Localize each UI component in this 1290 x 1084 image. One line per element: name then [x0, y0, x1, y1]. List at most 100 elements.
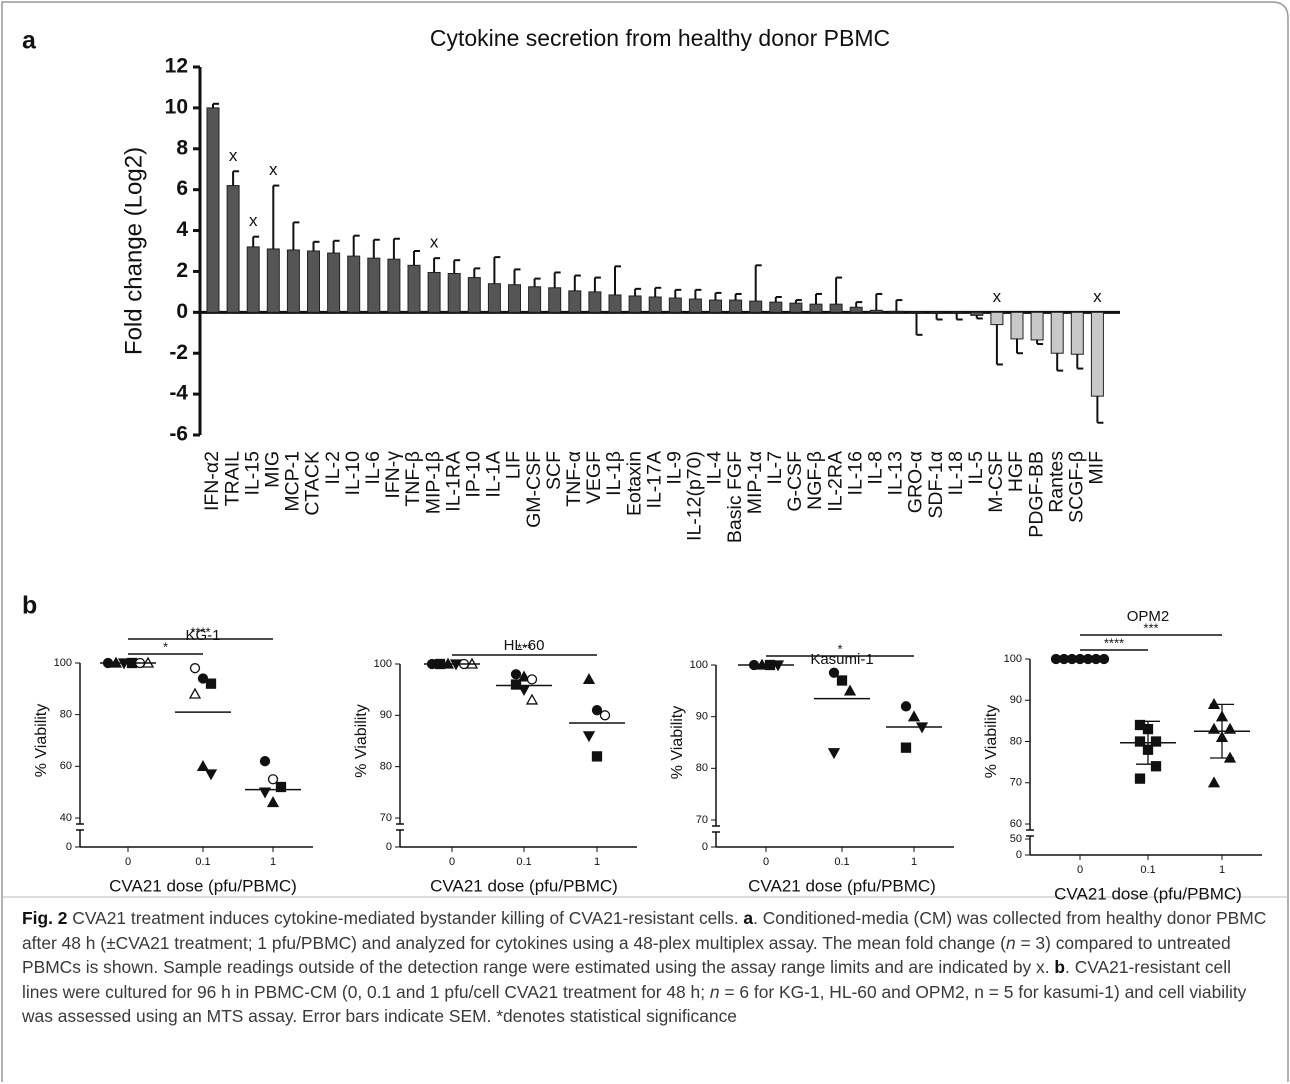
data-point: [204, 769, 218, 781]
significance-label: *: [163, 639, 168, 654]
x-tick-label: PDGF-BB: [1025, 451, 1047, 538]
x-tick-label: 1: [1219, 864, 1225, 876]
data-point: [196, 759, 210, 771]
x-tick-label: TNF-α: [563, 451, 585, 507]
x-tick-label: IL-16: [844, 451, 866, 495]
data-point: [266, 796, 280, 808]
y-tick-label: 80: [696, 762, 708, 774]
y-axis-label: % Viability: [353, 704, 370, 778]
data-point: [275, 781, 287, 793]
x-tick-label: HGF: [1005, 451, 1027, 492]
caption-text: = 3) compared to untreated PBMCs is show…: [22, 932, 1231, 978]
bar: [1050, 311, 1064, 354]
x-tick-label: 0: [125, 856, 131, 868]
x-tick-label: IL-4: [704, 451, 726, 485]
bar: [910, 311, 923, 314]
x-tick-label: SDF-1α: [925, 451, 947, 519]
y-tick-label: 8: [176, 136, 188, 159]
bar: [286, 249, 300, 313]
data-point: [525, 693, 539, 705]
x-tick-label: SCGF-β: [1065, 451, 1087, 523]
y-tick-label: 0: [66, 841, 72, 853]
bar: [307, 250, 320, 313]
bar: [508, 284, 521, 313]
x-tick-label: IFN-α2: [201, 451, 223, 511]
y-tick-label: 100: [374, 658, 392, 670]
x-tick-label: IL-1RA: [442, 451, 464, 512]
x-tick-label: 0: [449, 856, 455, 868]
bar: [990, 311, 1004, 326]
x-tick-label: SCF: [543, 451, 565, 490]
y-tick-label: 70: [696, 814, 708, 826]
chart-title: Cytokine secretion from healthy donor PB…: [430, 25, 890, 51]
x-axis-label: CVA21 dose (pfu/PBMC): [430, 876, 618, 895]
bar: [1090, 311, 1104, 397]
x-tick-label: GRO-α: [905, 451, 927, 513]
data-point: [517, 685, 531, 697]
data-point: [258, 787, 272, 799]
y-tick-label: 100: [54, 657, 72, 669]
x-tick-label: IL-1β: [603, 451, 625, 496]
x-tick-label: Eotaxin: [623, 451, 645, 516]
x-tick-label: Rantes: [1045, 451, 1067, 513]
x-tick-label: MIG: [261, 451, 283, 488]
x-tick-label: IL-7: [764, 451, 786, 485]
bar: [1030, 311, 1044, 341]
significance-label: ***: [517, 640, 532, 655]
y-tick-label: 80: [1010, 735, 1022, 747]
bar: [467, 277, 481, 313]
x-tick-label: IL-8: [864, 451, 886, 485]
x-tick-label: G-CSF: [784, 451, 806, 512]
x-tick-label: 0.1: [834, 856, 849, 868]
y-tick-label: -4: [169, 382, 188, 405]
bar: [789, 302, 803, 313]
y-tick-label: 0: [176, 300, 188, 323]
y-tick-label: -6: [169, 423, 188, 446]
significance-label: *: [837, 641, 842, 656]
bar: [930, 311, 944, 314]
bar: [1010, 311, 1024, 340]
panel-label: b: [22, 592, 37, 620]
x-tick-label: IL-2RA: [824, 451, 846, 512]
panel-label: a: [22, 27, 37, 55]
y-tick-label: 80: [60, 709, 72, 721]
y-tick-label: 50: [1010, 833, 1022, 845]
y-tick-label: 70: [1010, 777, 1022, 789]
x-tick-label: IL-1A: [483, 451, 505, 498]
data-point: [517, 670, 531, 682]
out-of-range-marker: x: [229, 146, 238, 165]
x-tick-label: 1: [911, 856, 917, 868]
y-tick-label: 90: [1010, 694, 1022, 706]
bar: [628, 295, 642, 313]
y-tick-label: 60: [60, 760, 72, 772]
data-point: [599, 710, 611, 721]
bar: [809, 303, 823, 313]
x-tick-label: GM-CSF: [523, 451, 545, 528]
data-point: [1134, 773, 1146, 784]
x-tick-label: LIF: [503, 451, 525, 479]
bar: [367, 257, 381, 313]
bar: [950, 311, 964, 314]
y-tick-label: 90: [696, 711, 708, 723]
x-tick-label: TNF-β: [402, 451, 424, 507]
data-point: [510, 679, 522, 690]
y-tick-label: 100: [1004, 653, 1022, 665]
x-tick-label: IFN-γ: [382, 451, 404, 499]
y-tick-label: 12: [165, 55, 188, 78]
bar: [427, 271, 441, 313]
bar: [970, 311, 984, 316]
caption-text: = 6 for KG-1, HL-60 and OPM2, n = 5 for …: [22, 981, 1247, 1027]
x-tick-label: IP-10: [462, 451, 484, 498]
data-point: [591, 751, 603, 762]
y-axis-label: % Viability: [33, 704, 50, 778]
significance-label: ***: [1143, 620, 1158, 635]
y-tick-label: 10: [165, 95, 188, 118]
caption-text: a: [743, 908, 754, 928]
x-tick-label: 0.1: [1140, 864, 1155, 876]
y-tick-label: 70: [380, 812, 392, 824]
bar: [588, 291, 602, 313]
data-point: [1150, 761, 1162, 772]
